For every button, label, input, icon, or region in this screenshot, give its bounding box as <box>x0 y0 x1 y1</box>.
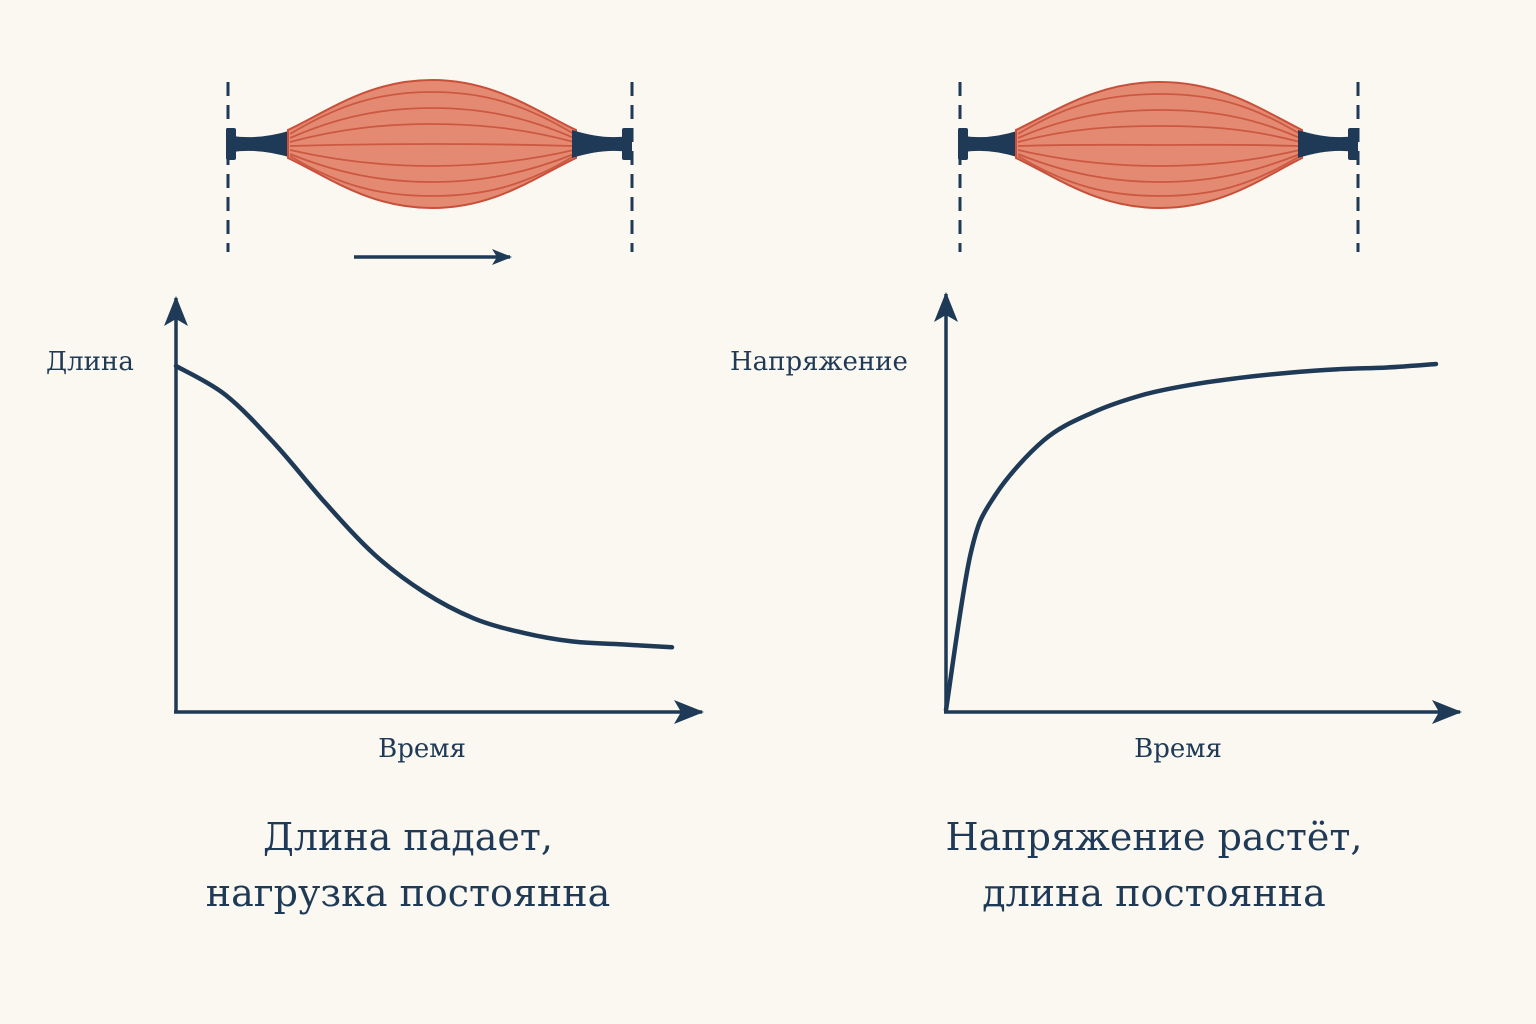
y-axis-label-left: Длина <box>46 347 134 377</box>
muscle-fibers <box>289 91 575 197</box>
tendon-right <box>1298 130 1354 158</box>
tendon-right <box>572 130 628 158</box>
muscle-fibers <box>1017 93 1301 197</box>
muscle-body <box>958 80 1358 210</box>
muscle-illustration-right <box>958 80 1360 252</box>
tendon-left <box>232 130 292 158</box>
x-axis-label-right: Время <box>1134 734 1222 764</box>
tension-curve <box>943 361 1439 713</box>
x-axis-label-left: Время <box>378 734 466 764</box>
caption-right-line2: длина постоянна <box>982 871 1326 915</box>
chart-axes-right <box>934 292 1462 724</box>
y-axis-label-right: Напряжение <box>730 347 908 377</box>
panel-isotonic: Длина Время Длина падает, нагрузка посто… <box>46 78 704 915</box>
muscle-illustration-left <box>226 78 634 265</box>
tendon-left <box>964 130 1020 158</box>
caption-right-line1: Напряжение растёт, <box>946 815 1363 859</box>
tendon-cap-right <box>622 128 632 160</box>
tendon-cap-left <box>958 128 968 160</box>
panel-isometric: Напряжение Время Напряжение растёт, длин… <box>730 80 1462 915</box>
caption-left-line1: Длина падает, <box>263 815 553 859</box>
tendon-cap-left <box>226 128 236 160</box>
chart-axes-left <box>164 296 704 724</box>
muscle-body <box>226 78 632 210</box>
tendon-cap-right <box>1348 128 1358 160</box>
length-curve <box>173 363 675 650</box>
caption-left-line2: нагрузка постоянна <box>206 871 610 915</box>
